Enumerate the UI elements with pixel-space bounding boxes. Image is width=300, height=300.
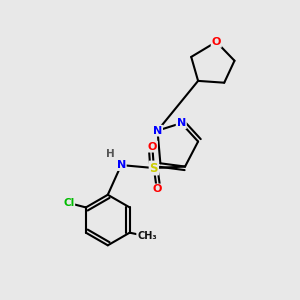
Text: N: N bbox=[177, 118, 186, 128]
Text: H: H bbox=[106, 149, 115, 159]
Text: O: O bbox=[152, 184, 161, 194]
Text: CH₃: CH₃ bbox=[137, 231, 157, 241]
Text: S: S bbox=[150, 161, 158, 175]
Text: O: O bbox=[148, 142, 157, 152]
Text: N: N bbox=[116, 160, 126, 170]
Text: N: N bbox=[153, 126, 162, 136]
Text: O: O bbox=[212, 37, 221, 47]
Text: Cl: Cl bbox=[63, 198, 74, 208]
